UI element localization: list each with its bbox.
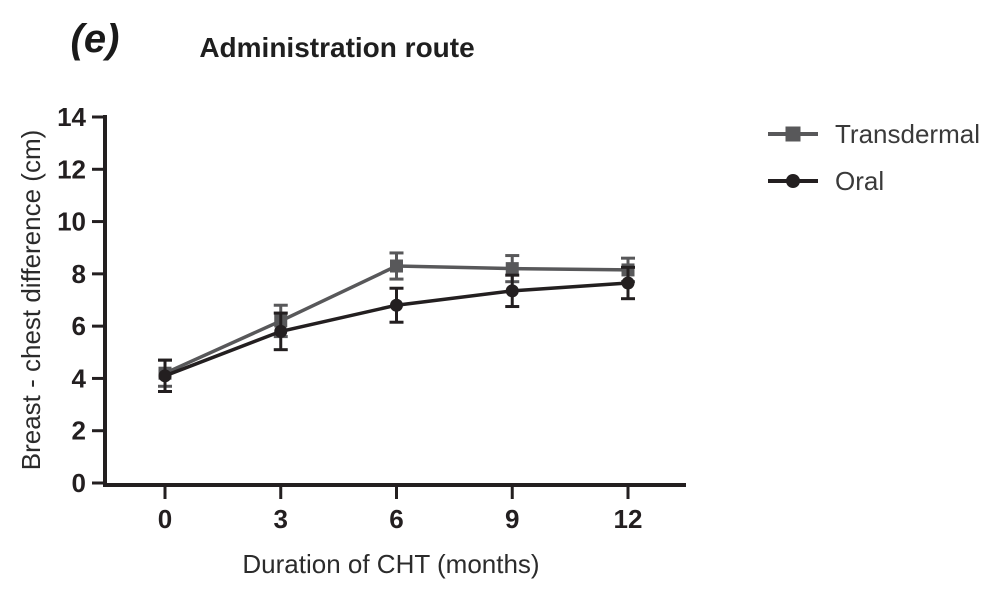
legend-square-marker-icon [768,126,818,142]
plot-area: 0 2 4 6 8 10 12 14 0 3 6 9 12 [57,102,686,534]
x-tick-label: 3 [274,504,288,534]
panel-label: (e) [71,17,120,61]
legend: Transdermal Oral [768,119,980,196]
circle-marker [621,276,635,290]
square-marker [505,262,519,276]
x-tick-label: 12 [614,504,643,534]
circle-marker [389,298,403,312]
y-axis-title: Breast - chest difference (cm) [16,130,46,471]
square-marker [389,259,403,273]
chart-title: Administration route [199,32,474,63]
circle-marker [505,284,519,298]
y-tick-label: 8 [72,259,86,289]
y-tick-label: 4 [72,363,87,393]
x-axis-title: Duration of CHT (months) [242,549,539,579]
x-tick-label: 9 [505,504,519,534]
legend-label-oral: Oral [835,166,884,196]
series-oral [158,265,635,393]
legend-item-transdermal: Transdermal [768,119,980,149]
y-tick-label: 14 [57,102,86,132]
circle-marker [158,369,172,383]
y-tick-label: 10 [57,207,86,237]
y-tick-label: 12 [57,154,86,184]
legend-item-oral: Oral [768,166,884,196]
legend-circle-marker-icon [768,174,818,188]
x-tick-label: 0 [158,504,172,534]
y-tick-label: 0 [72,468,86,498]
y-tick-label: 2 [72,416,86,446]
y-tick-label: 6 [72,311,86,341]
x-tick-label: 6 [389,504,403,534]
circle-marker [274,324,288,338]
legend-label-transdermal: Transdermal [835,119,980,149]
